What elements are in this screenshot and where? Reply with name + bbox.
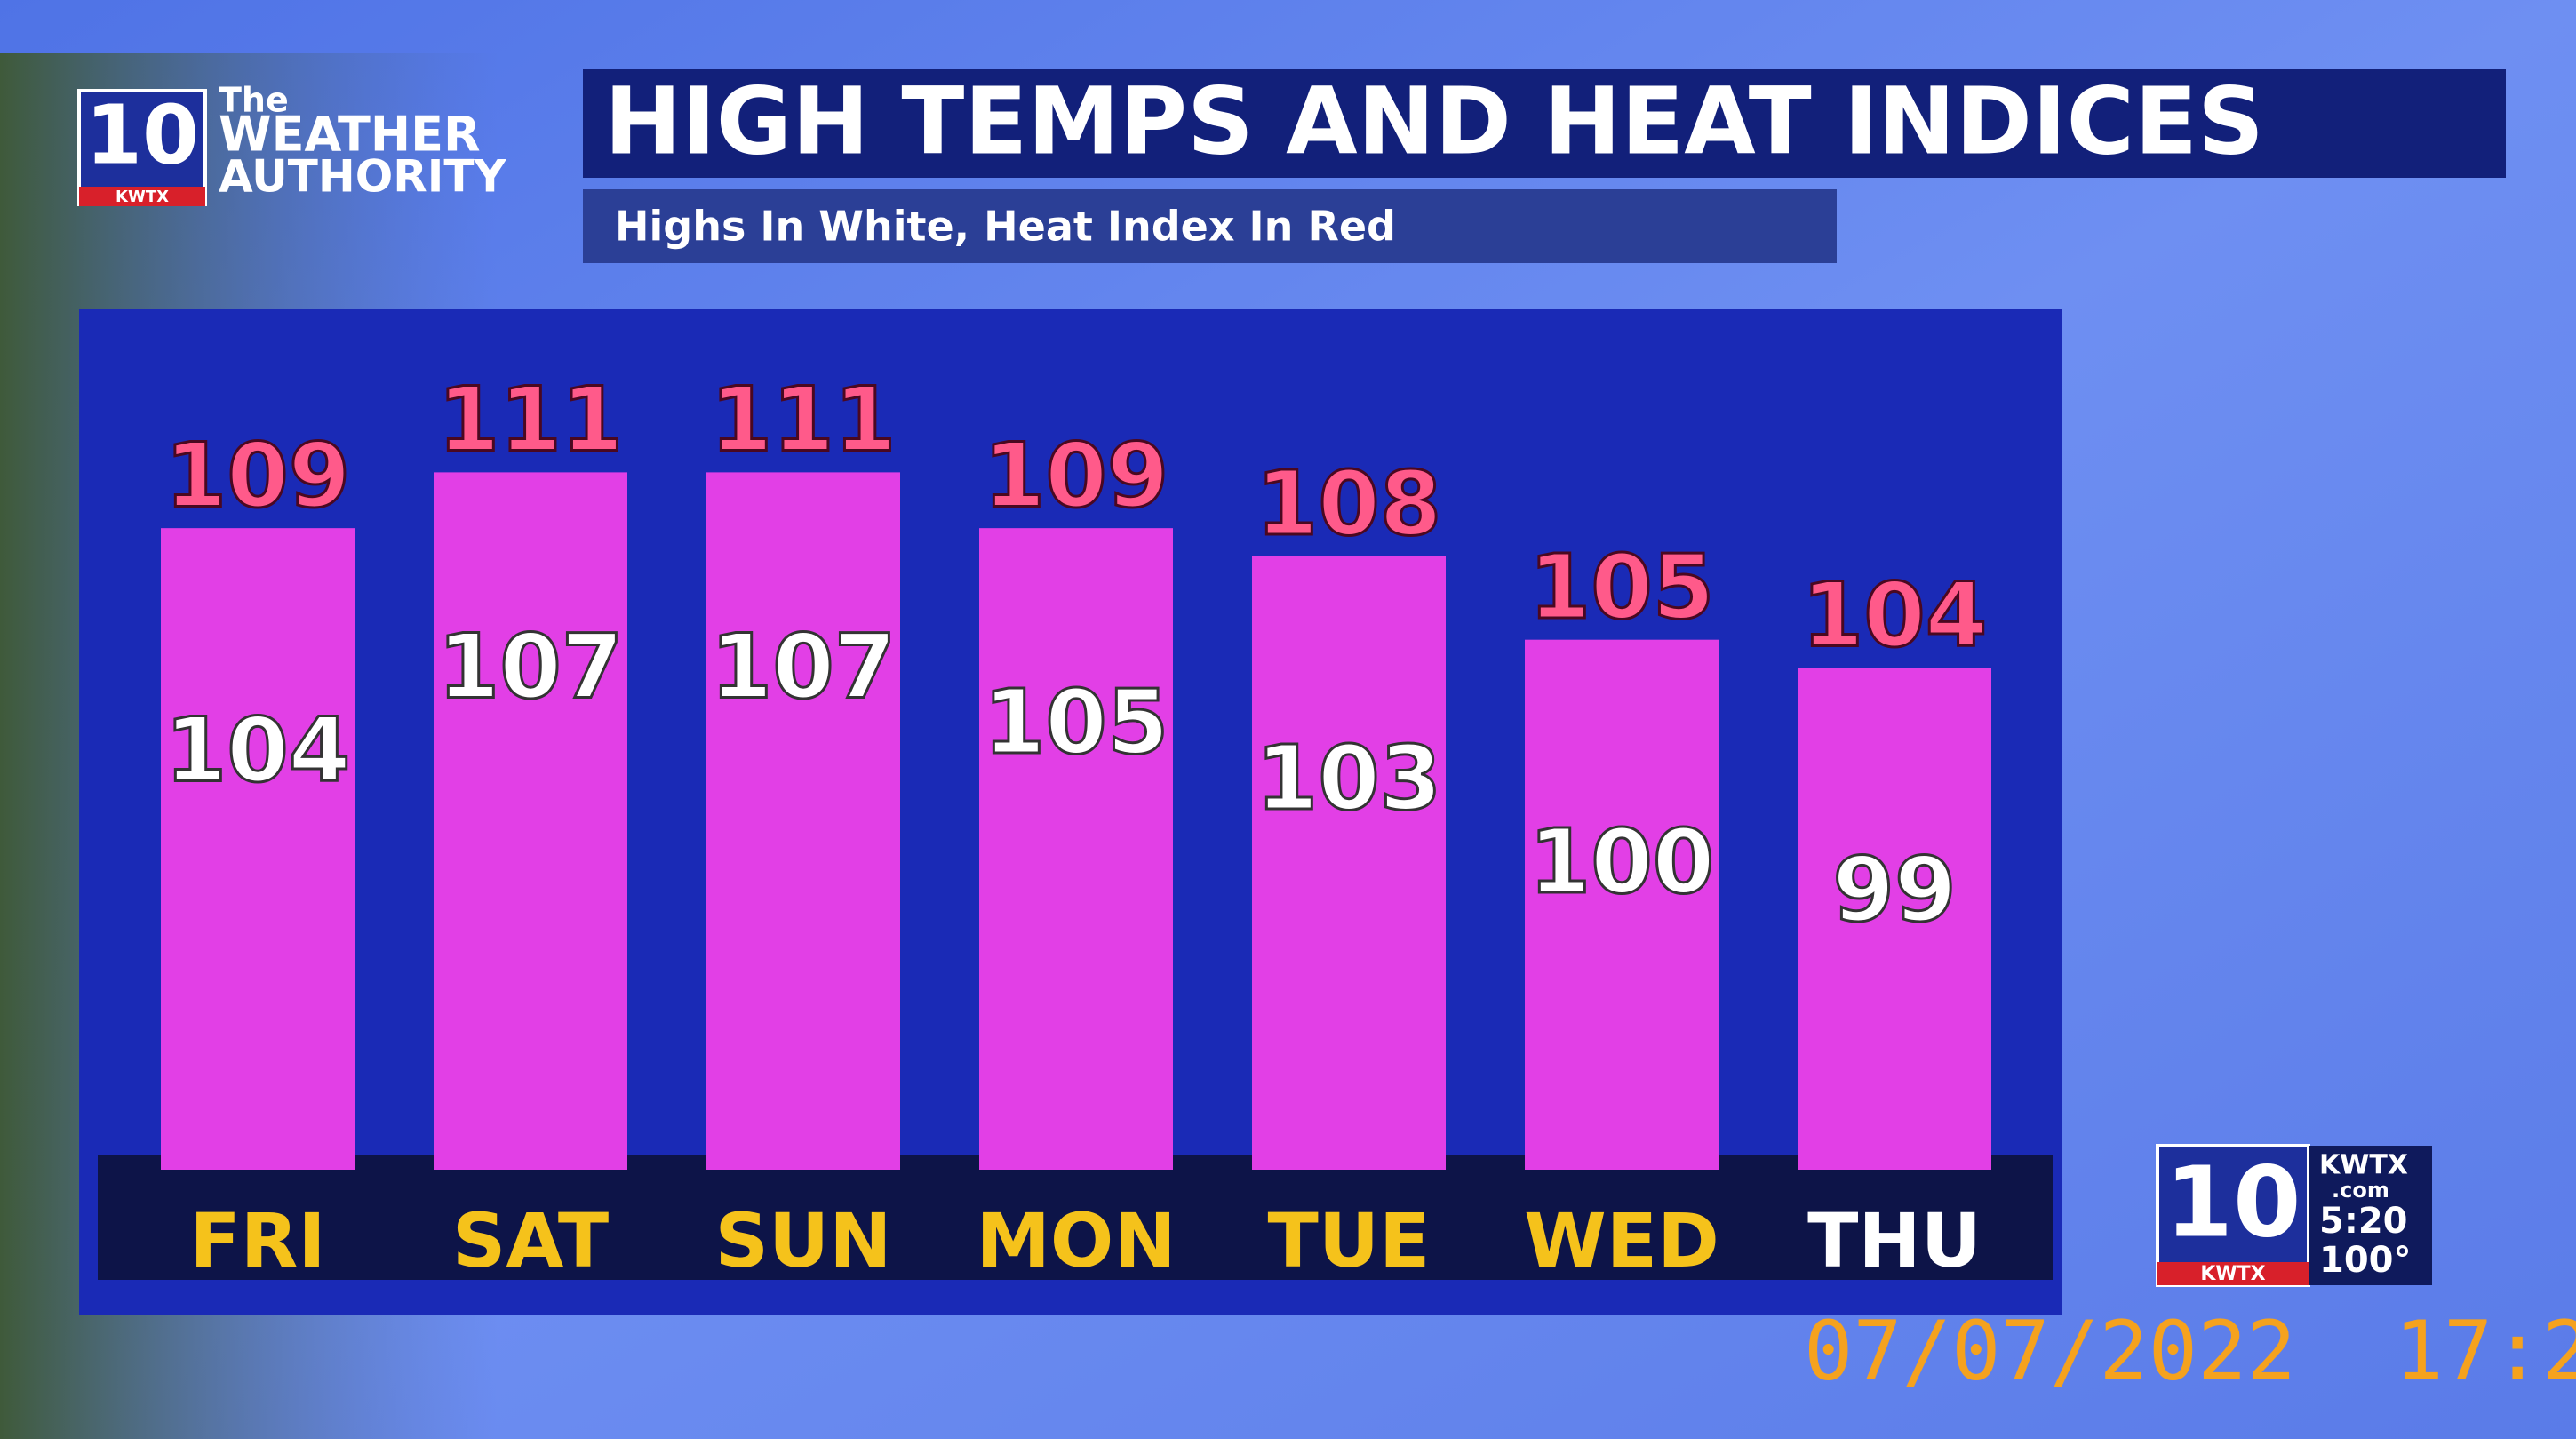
bar	[1525, 639, 1719, 1170]
x-tick-label: SUN	[714, 1197, 891, 1284]
heat-index-label: 111	[711, 368, 897, 472]
heat-index-label: 109	[165, 423, 351, 527]
heat-index-label: 104	[1802, 563, 1988, 667]
high-temp-label: 103	[1256, 726, 1442, 830]
bug-temp: 100°	[2319, 1240, 2412, 1281]
camera-timestamp: 07/07/2022 17:21	[1804, 1303, 2576, 1398]
subtitle-bar	[583, 189, 1837, 263]
high-temp-label: 107	[438, 614, 624, 718]
heat-index-label: 108	[1256, 452, 1442, 556]
brand-weather: WEATHER	[219, 107, 481, 163]
x-tick-label: TUE	[1268, 1197, 1431, 1284]
x-tick-label: SAT	[452, 1197, 609, 1284]
chart-title: HIGH TEMPS AND HEAT INDICES	[604, 67, 2264, 175]
x-tick-label: FRI	[189, 1197, 325, 1284]
bar	[161, 528, 355, 1170]
logo-strip	[79, 187, 205, 206]
bar	[1798, 668, 1991, 1170]
high-temp-label: 99	[1832, 837, 1956, 941]
category-band	[98, 1155, 2053, 1280]
bug-station: KWTX	[2200, 1263, 2265, 1285]
bug-logo-number: 10	[2165, 1145, 2301, 1259]
bug-site: KWTX	[2319, 1150, 2408, 1181]
bar	[1252, 556, 1446, 1170]
logo-station: KWTX	[116, 188, 169, 206]
logo-number: 10	[85, 87, 199, 182]
high-temp-label: 100	[1529, 810, 1715, 914]
heat-index-label: 105	[1529, 535, 1715, 639]
bug-strip	[2157, 1262, 2309, 1285]
heat-index-label: 109	[984, 423, 1169, 527]
x-tick-label: THU	[1807, 1197, 1982, 1284]
high-temp-label: 104	[165, 698, 351, 802]
bug-logo-box	[2156, 1144, 2310, 1287]
high-temp-label: 105	[984, 670, 1169, 774]
bar	[706, 472, 900, 1170]
bug-domain: .com	[2332, 1178, 2389, 1203]
x-tick-label: WED	[1524, 1197, 1719, 1284]
bug-time: 5:20	[2319, 1201, 2408, 1242]
brand-authority: AUTHORITY	[219, 151, 506, 203]
chart-subtitle: Highs In White, Heat Index In Red	[615, 203, 1396, 251]
title-bar	[583, 69, 2506, 178]
bar	[979, 528, 1173, 1170]
bar	[434, 472, 627, 1170]
heat-index-label: 111	[438, 368, 624, 472]
plot: 109 104 FRI 111 107 SAT 111 107 SUN 109 105 MON 108 1…	[161, 366, 1991, 1284]
brand-the: The	[219, 81, 289, 120]
bug-info-box	[2309, 1146, 2432, 1285]
x-tick-label: MON	[976, 1197, 1176, 1284]
high-temp-label: 107	[711, 614, 897, 718]
